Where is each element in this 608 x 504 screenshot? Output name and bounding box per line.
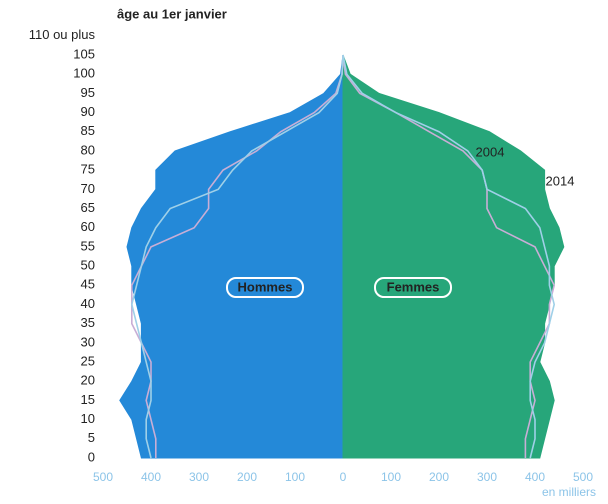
series-label: Femmes — [387, 279, 440, 294]
y-tick-label: 95 — [81, 85, 95, 100]
x-tick-label: 500 — [93, 470, 113, 484]
line-label: 2014 — [546, 173, 575, 188]
line — [342, 54, 556, 459]
label-pill — [374, 277, 452, 298]
x-tick-label: 100 — [285, 470, 305, 484]
y-tick-label: 0 — [88, 449, 95, 464]
line — [342, 54, 556, 458]
x-tick-label: 100 — [381, 470, 401, 484]
y-tick-label: 25 — [81, 353, 95, 368]
x-tick-label: 200 — [237, 470, 257, 484]
series-label: Hommes — [238, 279, 293, 294]
y-tick-label: 5 — [88, 430, 95, 445]
y-tick-label: 35 — [81, 315, 95, 330]
y-tick-label: 60 — [81, 219, 95, 234]
y-tick-label: 85 — [81, 123, 95, 138]
y-tick-label: 50 — [81, 258, 95, 273]
line — [130, 54, 344, 459]
x-tick-label: 400 — [141, 470, 161, 484]
x-tick-label: 500 — [573, 470, 593, 484]
y-tick-label: 20 — [81, 373, 95, 388]
y-tick-label: 30 — [81, 334, 95, 349]
y-tick-label: 10 — [81, 411, 95, 426]
y-axis-title: âge au 1er janvier — [117, 6, 227, 21]
x-tick-label: 300 — [477, 470, 497, 484]
x-tick-label: 200 — [429, 470, 449, 484]
y-tick-label: 80 — [81, 142, 95, 157]
area — [342, 54, 565, 459]
x-tick-label: 400 — [525, 470, 545, 484]
y-tick-label: 55 — [81, 238, 95, 253]
y-tick-label: 105 — [73, 46, 95, 61]
line — [131, 54, 344, 458]
y-tick-label: 45 — [81, 277, 95, 292]
y-tick-label: 100 — [73, 66, 95, 81]
y-tick-label: 70 — [81, 181, 95, 196]
y-tick-label: 110 ou plus — [29, 27, 96, 42]
y-tick-label: 40 — [81, 296, 95, 311]
label-pill — [226, 277, 304, 298]
y-tick-label: 75 — [81, 162, 95, 177]
x-axis-title: en milliers — [542, 485, 596, 499]
y-tick-label: 90 — [81, 104, 95, 119]
x-tick-label: 300 — [189, 470, 209, 484]
line-label: 2004 — [476, 144, 505, 159]
x-tick-label: 0 — [340, 470, 347, 484]
y-tick-label: 65 — [81, 200, 95, 215]
area — [119, 54, 344, 459]
y-tick-label: 15 — [81, 392, 95, 407]
